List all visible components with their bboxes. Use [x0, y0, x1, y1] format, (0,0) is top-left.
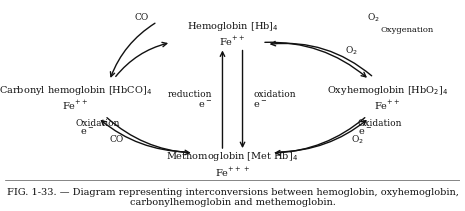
Text: reduction: reduction	[167, 90, 212, 99]
Text: e$^-$: e$^-$	[253, 99, 267, 110]
Text: CO: CO	[109, 135, 124, 144]
Text: O$_2$: O$_2$	[367, 11, 380, 24]
Text: e$^-$: e$^-$	[198, 99, 212, 110]
Text: Oxidation: Oxidation	[358, 119, 402, 128]
Text: e$^-$: e$^-$	[80, 126, 94, 137]
Text: Carbonyl hemoglobin [HbCO]$_4$
Fe$^{++}$: Carbonyl hemoglobin [HbCO]$_4$ Fe$^{++}$	[0, 84, 152, 112]
Text: e$^-$: e$^-$	[358, 126, 372, 137]
Text: Hemoglobin [Hb]$_4$
Fe$^{++}$: Hemoglobin [Hb]$_4$ Fe$^{++}$	[186, 20, 279, 48]
Text: Oxyhemoglobin [HbO$_2$]$_4$
Fe$^{++}$: Oxyhemoglobin [HbO$_2$]$_4$ Fe$^{++}$	[327, 84, 448, 112]
Text: Methomoglobin [Met Hb]$_4$
Fe$^{+++}$: Methomoglobin [Met Hb]$_4$ Fe$^{+++}$	[166, 150, 299, 179]
Text: Oxidation: Oxidation	[75, 119, 120, 128]
Text: O$_2$: O$_2$	[345, 45, 358, 57]
Text: FIG. 1-33. — Diagram representing interconversions between hemoglobin, oxyhemogl: FIG. 1-33. — Diagram representing interc…	[7, 188, 458, 207]
Text: CO: CO	[134, 13, 148, 22]
Text: O$_2$: O$_2$	[351, 133, 364, 146]
Text: Oxygenation: Oxygenation	[380, 26, 434, 34]
Text: oxidation: oxidation	[253, 90, 296, 99]
